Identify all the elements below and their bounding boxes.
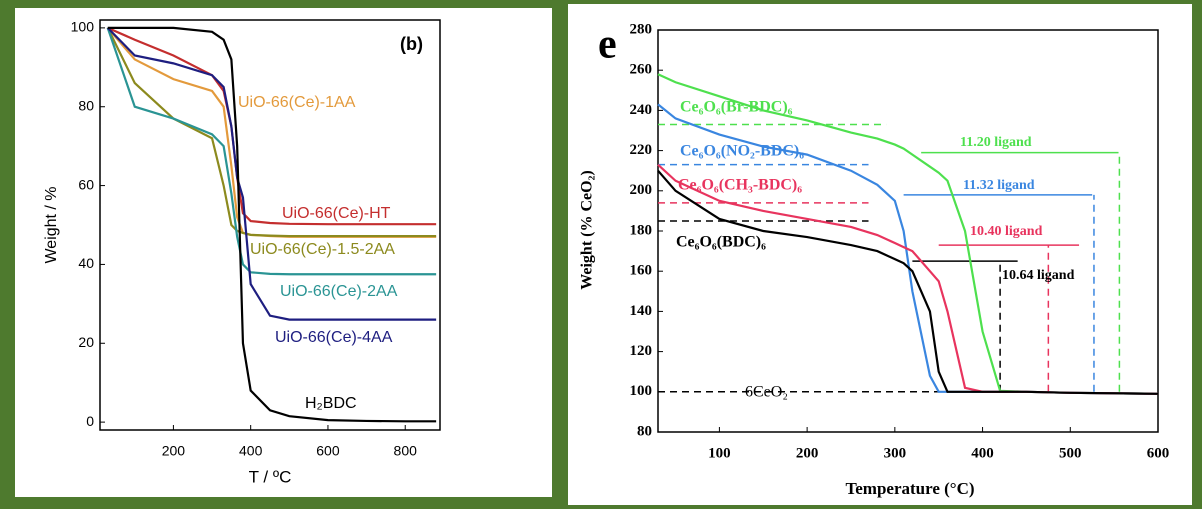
annotation: 10.40 ligand [970, 224, 1043, 239]
series-label: UiO-66(Ce)-2AA [280, 283, 398, 300]
y-tick-label: 240 [630, 102, 653, 118]
y-tick-label: 80 [78, 97, 94, 113]
series-line [106, 27, 437, 238]
y-tick-label: 160 [630, 263, 653, 279]
x-tick-label: 200 [162, 443, 186, 459]
y-tick-label: 220 [630, 142, 653, 158]
y-tick-label: 120 [630, 343, 653, 359]
series-label: UiO-66(Ce)-4AA [275, 329, 393, 346]
x-tick-label: 400 [239, 443, 263, 459]
y-axis-label: Weight / % [43, 186, 60, 263]
x-tick-label: 200 [796, 445, 819, 461]
y-tick-label: 260 [630, 62, 653, 78]
series-line [107, 26, 437, 423]
x-tick-label: 400 [971, 445, 994, 461]
x-tick-label: 500 [1059, 445, 1082, 461]
x-tick-label: 600 [316, 443, 340, 459]
plot-frame [99, 19, 441, 431]
y-tick-label: 100 [630, 383, 653, 399]
series-label: UiO-66(Ce)-1AA [238, 94, 356, 111]
annotation: e [598, 22, 617, 68]
series-line [106, 27, 437, 321]
annotation: 10.64 ligand [1002, 268, 1075, 283]
annotation: (b) [400, 34, 423, 54]
x-axis-label: T / ºC [249, 467, 292, 486]
series-line [107, 26, 437, 226]
annotation: 6CeO₂ [745, 384, 788, 401]
y-tick-label: 200 [630, 182, 653, 198]
series-label: UiO-66(Ce)-1.5-2AA [250, 241, 395, 258]
series-label: Ce₆O₆(Br-BDC)₆ [680, 99, 793, 116]
x-tick-label: 100 [708, 445, 731, 461]
series-label: Ce₆O₆(CH₃-BDC)₆ [678, 177, 802, 194]
y-axis-label: Weight (% CeO₂) [579, 170, 596, 289]
y-tick-label: 40 [78, 255, 94, 271]
series-line [106, 27, 437, 276]
series-label: UiO-66(Ce)-HT [282, 205, 391, 222]
y-tick-label: 180 [630, 222, 653, 238]
series-label: Ce₆O₆(BDC)₆ [676, 234, 766, 251]
y-tick-label: 60 [78, 176, 94, 192]
y-tick-label: 100 [71, 19, 95, 35]
series-label: H₂BDC [305, 395, 357, 412]
annotation: 11.32 ligand [963, 178, 1035, 193]
x-axis-label: Temperature (°C) [845, 479, 974, 498]
x-tick-label: 300 [884, 445, 907, 461]
y-tick-label: 280 [630, 21, 653, 37]
y-tick-label: 80 [637, 423, 652, 439]
y-tick-label: 0 [86, 413, 94, 429]
series-line [657, 169, 1159, 395]
y-tick-label: 20 [78, 334, 94, 350]
x-tick-label: 600 [1147, 445, 1170, 461]
annotation: 11.20 ligand [960, 135, 1032, 150]
right-panel [568, 4, 1192, 505]
x-tick-label: 800 [394, 443, 418, 459]
y-tick-label: 140 [630, 303, 653, 319]
series-label: Ce₆O₆(NO₂-BDC)₆ [680, 143, 804, 160]
